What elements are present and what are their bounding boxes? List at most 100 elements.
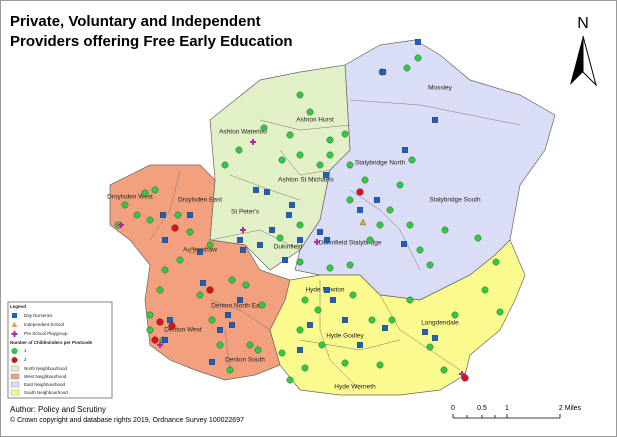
ward-label: Denton South xyxy=(225,357,265,364)
day-nursery xyxy=(401,241,407,247)
legend-item: 1 xyxy=(24,348,27,353)
day-nursery xyxy=(237,297,243,303)
childminder xyxy=(318,341,326,349)
ward-label: Droylsden East xyxy=(178,197,222,204)
childminder-pair xyxy=(356,188,364,196)
north-label: N xyxy=(577,15,589,32)
childminder xyxy=(228,276,236,284)
legend-item: Pre School Playgroup xyxy=(24,331,68,336)
childminder xyxy=(440,366,448,374)
childminder xyxy=(246,341,254,349)
childminder xyxy=(414,54,422,62)
scale-label: 2 Miles xyxy=(559,405,582,412)
childminder xyxy=(368,316,376,324)
ward-label: Hyde Werneth xyxy=(334,384,376,391)
childminder xyxy=(278,156,286,164)
childminder xyxy=(451,311,459,319)
childminder-1 xyxy=(11,348,18,354)
legend: Legend Day Nurseries Independent School … xyxy=(7,301,113,399)
childminder-pair xyxy=(156,318,164,326)
legend-item: North Neighbourhood xyxy=(24,366,68,371)
childminder xyxy=(346,261,354,269)
day-nursery xyxy=(415,39,421,45)
childminder xyxy=(349,291,357,299)
day-nursery xyxy=(307,322,313,328)
childminder xyxy=(235,146,243,154)
childminder xyxy=(296,151,304,159)
ward-label: Stalybridge North xyxy=(355,160,406,167)
ward-label: Denton North East xyxy=(211,303,265,310)
day-nursery xyxy=(402,147,408,153)
day-nursery xyxy=(357,342,363,348)
childminder xyxy=(276,234,284,242)
day-nursery xyxy=(330,297,336,303)
childminder xyxy=(296,91,304,99)
day-nursery xyxy=(197,249,203,255)
scale-label: 1 xyxy=(505,405,509,412)
legend-item: Independent School xyxy=(24,322,64,327)
childminder xyxy=(196,291,204,299)
day-nursery xyxy=(297,237,303,243)
day-nursery xyxy=(317,229,323,235)
day-nursery xyxy=(380,69,386,75)
childminder xyxy=(206,241,214,249)
ward-label: Droylsden West xyxy=(107,194,153,201)
ward-label: Ashton Hurst xyxy=(296,117,334,124)
arrow xyxy=(582,35,597,87)
day-nursery xyxy=(217,327,223,333)
childminder xyxy=(208,316,216,324)
childminder xyxy=(146,311,154,319)
day-nursery xyxy=(167,317,173,323)
childminder xyxy=(396,181,404,189)
ward-label: St Peter's xyxy=(231,209,260,216)
childminder xyxy=(286,376,294,384)
childminder xyxy=(481,286,489,294)
pre-school-playgroup xyxy=(118,222,124,228)
day-nursery xyxy=(422,329,428,335)
childminder xyxy=(141,189,149,197)
day-nursery xyxy=(162,237,168,243)
day-nursery xyxy=(282,257,288,263)
childminder xyxy=(426,261,434,269)
day-nursery xyxy=(160,212,166,218)
childminder xyxy=(361,176,369,184)
childminder xyxy=(388,316,396,324)
childminder xyxy=(260,124,268,132)
childminder xyxy=(416,246,424,254)
childminder xyxy=(301,364,309,372)
ward-boundaries xyxy=(149,99,521,391)
legend-subtitle: Number of Childminders per Postcode xyxy=(10,340,93,345)
area-swatch xyxy=(10,389,20,396)
childminder xyxy=(408,156,416,164)
day-nursery xyxy=(187,212,193,218)
scale-label: 0 xyxy=(451,405,455,412)
childminder-pair xyxy=(171,224,179,232)
title: Providers offering Free Early Education xyxy=(10,33,293,50)
childminder xyxy=(216,341,224,349)
day-nursery xyxy=(229,322,235,328)
day-nursery xyxy=(357,207,363,213)
childminder-pair xyxy=(206,286,214,294)
author: Author: Policy and Scrutiny xyxy=(10,405,106,414)
day-nursery xyxy=(323,172,329,178)
scale-label: 0.5 xyxy=(477,405,487,412)
childminder xyxy=(376,361,384,369)
scale-bar: 0 0.5 1 2 Miles xyxy=(451,405,582,419)
copyright: © Crown copyright and database rights 20… xyxy=(10,416,244,424)
childminder xyxy=(366,236,374,244)
day-nursery xyxy=(253,187,259,193)
childminder xyxy=(301,296,309,304)
childminder xyxy=(296,221,304,229)
ward-label: Dukinfield Stalybridge xyxy=(319,240,382,247)
ward-label: Denton West xyxy=(164,327,202,334)
childminder xyxy=(296,258,304,266)
playgroup-symbol xyxy=(11,331,18,337)
pre-school-playgroup xyxy=(314,239,320,245)
legend-box xyxy=(7,301,113,399)
childminder xyxy=(496,308,504,316)
childminder xyxy=(341,359,349,367)
ward-label: Longdendale xyxy=(421,320,459,327)
legend-title: Legend xyxy=(10,304,26,309)
day-nursery xyxy=(324,287,330,293)
